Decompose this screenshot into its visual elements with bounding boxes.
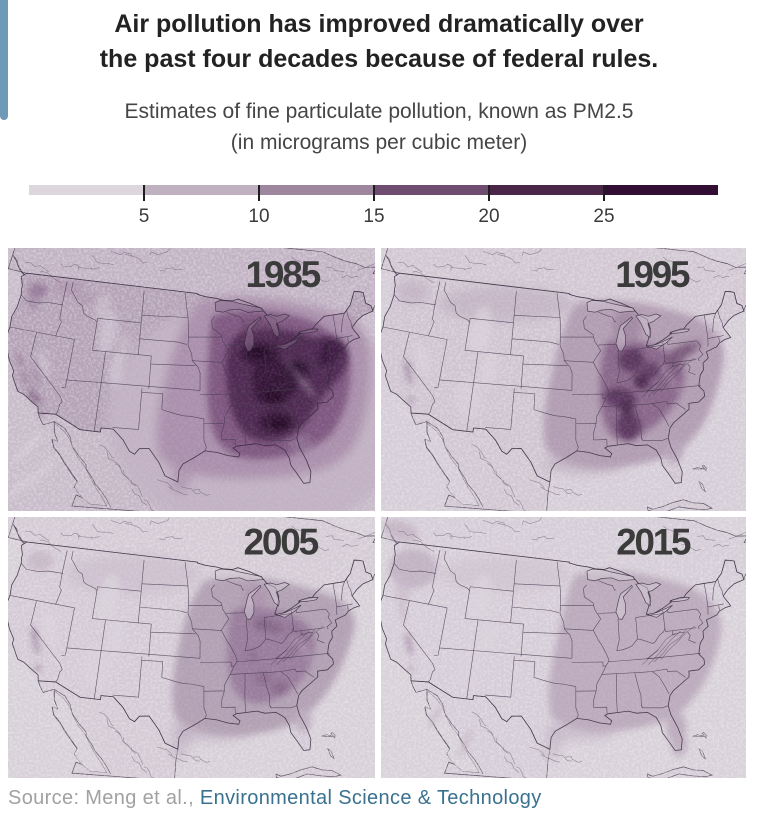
svg-text:1985: 1985 (245, 254, 320, 295)
svg-text:1995: 1995 (615, 254, 690, 295)
svg-text:2005: 2005 (244, 522, 319, 563)
svg-text:2015: 2015 (616, 522, 691, 563)
